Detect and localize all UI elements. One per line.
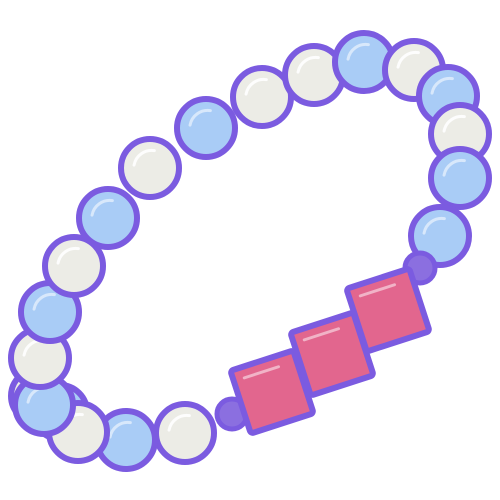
bead-white	[118, 136, 182, 200]
square-beads	[228, 266, 432, 436]
bead-blue	[174, 96, 238, 160]
bead-blue	[76, 186, 140, 250]
bead-blue	[408, 204, 472, 268]
bracelet-strand	[8, 30, 492, 472]
bead-white	[153, 401, 217, 465]
bead-white	[42, 234, 106, 298]
square-bead	[344, 266, 432, 354]
bead-blue	[428, 146, 492, 210]
